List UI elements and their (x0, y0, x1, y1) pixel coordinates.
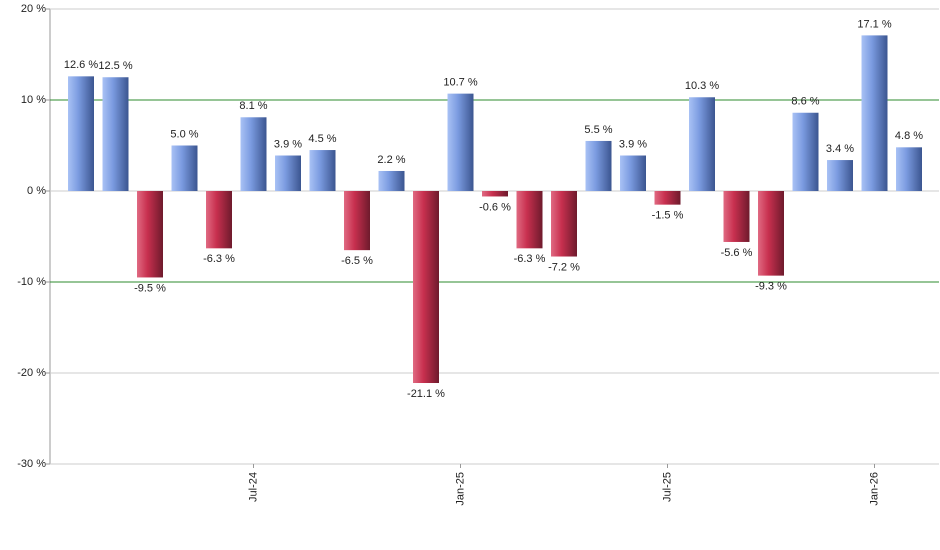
bar (378, 170, 405, 191)
bar (482, 191, 508, 197)
bar (413, 191, 439, 384)
bar (309, 150, 336, 191)
y-tick-label: -20 % (17, 367, 46, 379)
value-label: 8.1 % (239, 100, 267, 112)
bar (240, 117, 267, 191)
bar (171, 145, 198, 191)
value-label: 8.6 % (791, 96, 819, 108)
value-label: -9.3 % (755, 281, 787, 293)
value-label: -5.6 % (721, 247, 753, 259)
value-label: -0.6 % (479, 201, 511, 213)
value-label: -6.3 % (514, 253, 546, 265)
value-label: -9.5 % (134, 282, 166, 294)
bar (689, 97, 715, 191)
bar (275, 155, 301, 191)
value-label: -1.5 % (652, 210, 684, 222)
value-label: -7.2 % (548, 261, 580, 273)
bar (551, 191, 577, 257)
bar (827, 160, 853, 191)
x-tick-label: Jan-26 (868, 472, 880, 506)
value-label: 3.9 % (274, 138, 302, 150)
value-label: 12.5 % (98, 60, 132, 72)
value-label: -21.1 % (407, 388, 445, 400)
y-tick-label: -10 % (17, 276, 46, 288)
bar (344, 191, 370, 251)
bar (861, 35, 888, 191)
value-label: 3.9 % (619, 138, 647, 150)
bar (896, 147, 922, 191)
value-label: 5.5 % (584, 124, 612, 136)
bar (137, 191, 163, 278)
value-label: 3.4 % (826, 143, 854, 155)
value-label: 5.0 % (170, 128, 198, 140)
value-label: 17.1 % (857, 18, 891, 30)
value-label: 4.8 % (895, 130, 923, 142)
value-label: 10.3 % (685, 80, 719, 92)
bar (206, 191, 232, 249)
y-tick-label: 10 % (21, 94, 46, 106)
x-tick-label: Jul-25 (661, 472, 673, 502)
bar (585, 140, 612, 191)
x-tick-label: Jul-24 (247, 472, 259, 502)
bar (792, 112, 819, 191)
bar (516, 191, 543, 249)
value-label: 4.5 % (308, 133, 336, 145)
value-label: -6.3 % (203, 253, 235, 265)
bar (620, 155, 646, 191)
bar (723, 191, 750, 242)
y-tick-label: 20 % (21, 3, 46, 15)
value-label: 12.6 % (64, 59, 98, 71)
value-label: 2.2 % (377, 154, 405, 166)
bar (654, 191, 681, 205)
y-tick-label: 0 % (27, 185, 46, 197)
y-tick-label: -30 % (17, 458, 46, 470)
bar (447, 93, 474, 191)
bar (758, 191, 784, 276)
value-label: -6.5 % (341, 255, 373, 267)
bar (68, 76, 94, 191)
bar (102, 77, 129, 191)
x-tick-label: Jan-25 (454, 472, 466, 506)
value-label: 10.7 % (443, 77, 477, 89)
